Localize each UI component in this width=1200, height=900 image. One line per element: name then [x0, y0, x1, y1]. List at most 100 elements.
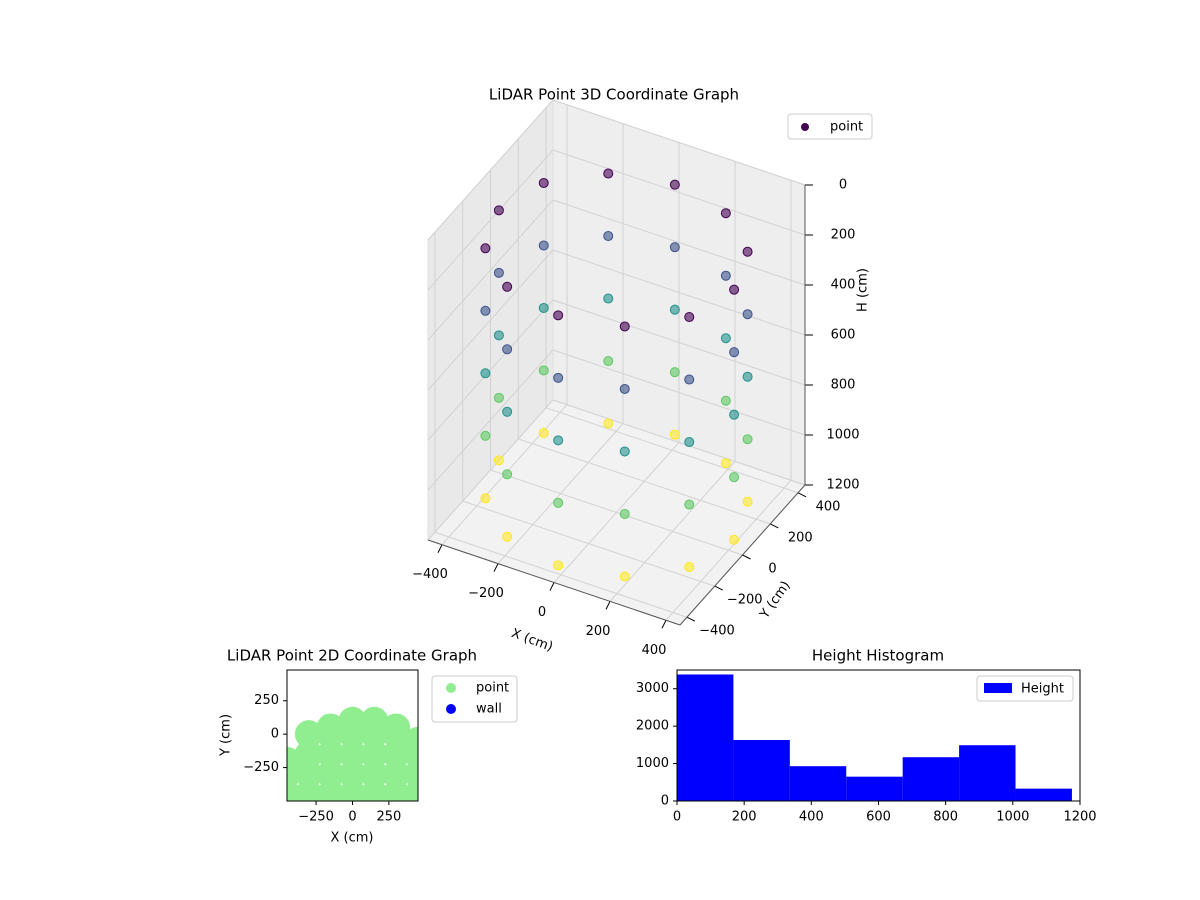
bar [959, 745, 1016, 801]
point [480, 493, 491, 504]
grid-line [427, 99, 554, 241]
point [729, 409, 740, 420]
point [316, 713, 345, 742]
point [619, 321, 630, 332]
point [619, 508, 630, 519]
point [502, 281, 513, 292]
point [480, 368, 491, 379]
legend-label: point [830, 120, 863, 135]
point [294, 720, 323, 749]
point [669, 367, 680, 378]
point [382, 713, 411, 742]
point [742, 371, 753, 382]
bar [1015, 788, 1072, 801]
point [669, 304, 680, 315]
bar [677, 674, 734, 801]
point [553, 497, 564, 508]
point [742, 434, 753, 445]
y-tick-label: 250 [254, 693, 279, 708]
grid-line [552, 199, 806, 286]
point [603, 293, 614, 304]
x-tick-label: −200 [468, 586, 504, 601]
grid-line [434, 531, 688, 618]
point [720, 395, 731, 406]
legend-marker [801, 123, 809, 131]
point [502, 406, 513, 417]
point [720, 270, 731, 281]
y-tick-label: 3000 [636, 681, 669, 696]
point [553, 435, 564, 446]
legend-box [431, 675, 518, 723]
grid-line [552, 399, 806, 486]
point [360, 760, 389, 789]
point [669, 242, 680, 253]
grid-line [490, 469, 743, 556]
x-tick-label: 0 [673, 810, 681, 825]
tick-mark [437, 544, 443, 553]
z-tick-label: 800 [831, 378, 856, 393]
point [619, 571, 630, 582]
tick-mark [549, 582, 555, 591]
tick-mark [797, 492, 807, 498]
point [493, 330, 504, 341]
point [338, 740, 367, 769]
point [360, 706, 389, 735]
y-tick-label: 2000 [636, 719, 669, 734]
x-tick-label: −400 [412, 567, 448, 582]
point [684, 437, 695, 448]
y-axis-label: Y (cm) [219, 714, 234, 757]
y-tick-label: 0 [768, 562, 776, 577]
z-tick-label: 200 [831, 228, 856, 243]
point [729, 284, 740, 295]
x-axis-label: X (cm) [331, 831, 374, 846]
x-tick-label: 0 [538, 605, 546, 620]
x-tick-label: −250 [298, 810, 334, 825]
point [603, 231, 614, 242]
legend-label: point [476, 681, 509, 696]
bar [789, 766, 847, 801]
point [480, 430, 491, 441]
y-tick-label: 200 [788, 530, 813, 545]
point [684, 312, 695, 323]
point [338, 706, 367, 735]
point [538, 365, 549, 376]
legend-box [976, 675, 1074, 702]
x-tick-label: 400 [799, 810, 824, 825]
point [684, 562, 695, 573]
y-tick-label: 400 [816, 499, 841, 514]
point [493, 205, 504, 216]
grid-line [462, 500, 715, 587]
point [742, 246, 753, 257]
z-tick-label: 600 [831, 328, 856, 343]
point [553, 310, 564, 321]
point [480, 243, 491, 254]
point [480, 305, 491, 316]
tick-mark [661, 620, 667, 629]
point [382, 740, 411, 769]
point [538, 177, 549, 188]
point [742, 309, 753, 320]
bar [733, 739, 790, 801]
point [684, 499, 695, 510]
point [316, 740, 345, 769]
tick-mark [605, 601, 611, 610]
x-tick-label: 1000 [996, 810, 1029, 825]
point [493, 267, 504, 278]
point [603, 418, 614, 429]
point [729, 347, 740, 358]
legend-box [787, 113, 873, 140]
plot-area [287, 706, 418, 801]
grid-line [552, 349, 806, 436]
bar [846, 776, 903, 801]
tick-mark [714, 585, 723, 591]
chart-title: LiDAR Point 3D Coordinate Graph [489, 86, 739, 104]
z-tick-label: 1200 [826, 478, 859, 493]
grid-line [427, 399, 554, 541]
z-axis-label: H (cm) [856, 268, 871, 312]
x-tick-label: 1200 [1063, 810, 1096, 825]
legend-marker [446, 704, 456, 714]
point [720, 333, 731, 344]
x-tick-label: 800 [933, 810, 958, 825]
y-tick-label: 0 [271, 727, 279, 742]
point [720, 458, 731, 469]
